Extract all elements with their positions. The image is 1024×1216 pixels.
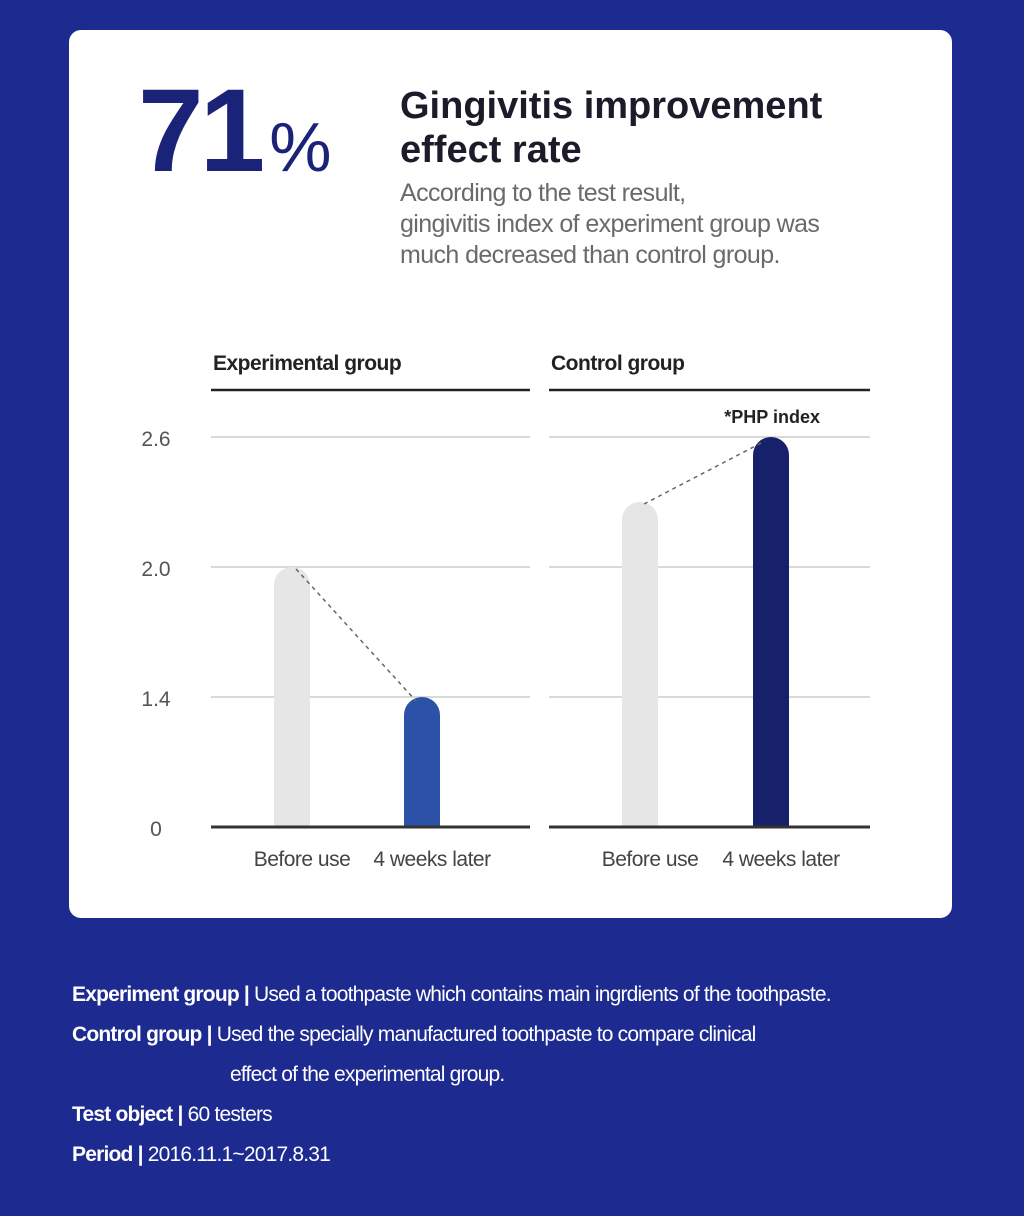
y-tick-label-2: 2.0: [141, 558, 170, 581]
bar-experimental-0: [274, 567, 310, 827]
headline-line-1: Gingivitis improvement: [400, 85, 823, 127]
php-index-bar-chart: 0 1.4 2.0 2.6 Experimental group Before use 4 …: [141, 352, 870, 871]
note-control-group: Control group | Used the specially manuf…: [72, 1023, 756, 1046]
y-tick-label-0: 0: [150, 818, 162, 841]
bar-experimental-1: [404, 697, 440, 827]
desc-line-1: According to the test result,: [400, 179, 686, 207]
y-tick-label-3: 2.6: [141, 428, 170, 451]
headline-title: Gingivitis improvement effect rate: [400, 84, 870, 172]
bar-control-0: [622, 502, 658, 827]
category-label-0-1: 4 weeks later: [373, 848, 491, 871]
y-tick-label-1: 1.4: [141, 688, 171, 711]
improvement-rate: 71%: [138, 72, 332, 190]
rate-unit: %: [269, 108, 332, 186]
note-period: Period | 2016.11.1~2017.8.31: [72, 1143, 331, 1166]
panel-title-0: Experimental group: [213, 352, 401, 375]
php-index-note: *PHP index: [724, 407, 820, 427]
headline-description: According to the test result, gingivitis…: [400, 178, 880, 271]
note-control-group-cont: effect of the experimental group.: [230, 1063, 505, 1086]
rate-number: 71: [138, 65, 265, 197]
category-label-0-0: Before use: [254, 848, 351, 871]
note-experiment-group: Experiment group | Used a toothpaste whi…: [72, 983, 832, 1006]
note-test-object: Test object | 60 testers: [72, 1103, 273, 1126]
desc-line-3: much decreased than control group.: [400, 241, 780, 269]
headline-line-2: effect rate: [400, 129, 582, 171]
result-card: [69, 30, 952, 918]
trend-connector-0: [295, 568, 417, 702]
category-label-1-0: Before use: [602, 848, 699, 871]
bar-control-1: [753, 437, 789, 827]
trend-connector-1: [643, 440, 766, 505]
panel-title-1: Control group: [551, 352, 684, 375]
desc-line-2: gingivitis index of experiment group was: [400, 210, 820, 238]
study-notes: Experiment group | Used a toothpaste whi…: [72, 975, 972, 1175]
category-label-1-1: 4 weeks later: [722, 848, 840, 871]
